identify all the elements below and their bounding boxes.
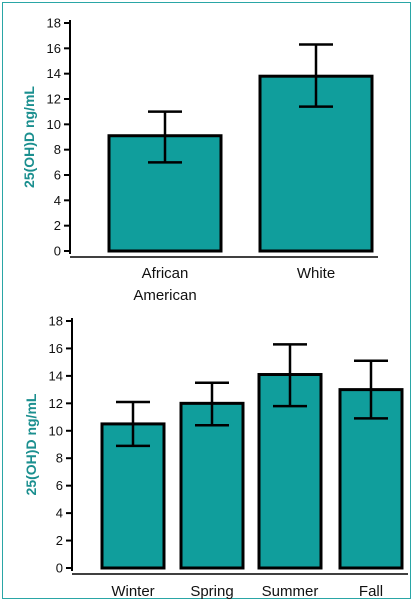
bar [179, 401, 245, 570]
y-tick-label: 8 [56, 451, 63, 466]
y-tick-label: 18 [49, 314, 63, 329]
y-tick-label: 14 [47, 66, 61, 81]
y-tick-label: 12 [47, 92, 61, 107]
y-tick-label: 0 [56, 561, 63, 576]
y-tick-label: 10 [47, 117, 61, 132]
y-tick-label: 2 [56, 533, 63, 548]
category-label-line: African [142, 265, 189, 282]
y-axis-title: 25(OH)D ng/mL [23, 393, 39, 495]
category-label-line: Fall [359, 583, 383, 600]
y-tick-label: 8 [54, 142, 61, 157]
y-tick-label: 4 [54, 193, 61, 208]
y-tick-label: 6 [54, 168, 61, 183]
y-tick-label: 10 [49, 423, 63, 438]
y-axis-title: 25(OH)D ng/mL [21, 86, 37, 188]
category-label: Fall [359, 583, 383, 600]
category-label-line: Summer [262, 583, 319, 600]
y-tick-label: 6 [56, 478, 63, 493]
category-label: Summer [262, 583, 319, 600]
category-label-line: Winter [111, 583, 154, 600]
category-label-line: White [297, 265, 335, 282]
y-tick-label: 16 [49, 341, 63, 356]
category-label: African American [133, 265, 196, 304]
category-label: Winter [111, 583, 154, 600]
y-tick-label: 12 [49, 396, 63, 411]
y-tick-label: 14 [49, 368, 63, 383]
category-label-line: Spring [190, 583, 233, 600]
category-label: Spring [190, 583, 233, 600]
y-tick-label: 0 [54, 244, 61, 259]
y-tick-label: 16 [47, 41, 61, 56]
y-tick-label: 2 [54, 218, 61, 233]
y-tick-label: 4 [56, 506, 63, 521]
y-tick-label: 18 [47, 16, 61, 31]
category-label: White [297, 265, 335, 282]
category-label-line: American [133, 287, 196, 304]
